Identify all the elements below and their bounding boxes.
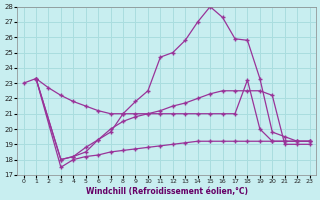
X-axis label: Windchill (Refroidissement éolien,°C): Windchill (Refroidissement éolien,°C) [85,187,248,196]
